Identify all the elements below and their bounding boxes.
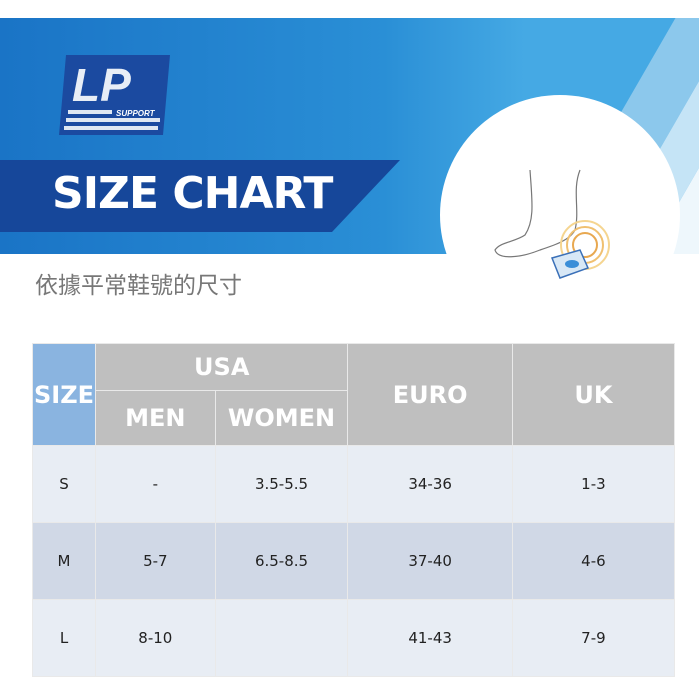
cell-uk: 4-6 (511, 522, 676, 600)
header-euro: EURO (347, 343, 513, 446)
cell-size: S (31, 445, 97, 523)
svg-text:SUPPORT: SUPPORT (116, 109, 156, 118)
cell-men: 8-10 (95, 599, 216, 677)
cell-size: M (31, 522, 97, 600)
cell-women: 3.5-5.5 (214, 445, 349, 523)
table-row: S - 3.5-5.5 34-36 1-3 (31, 445, 676, 523)
table-row: L 8-10 41-43 7-9 (31, 599, 676, 677)
lp-support-logo: LP SUPPORT (59, 55, 170, 135)
cell-men: - (95, 445, 216, 523)
header-uk: UK (511, 343, 676, 446)
table-row: M 5-7 6.5-8.5 37-40 4-6 (31, 522, 676, 600)
title-band (0, 160, 400, 232)
page-title: SIZE CHART (52, 168, 333, 219)
cell-uk: 7-9 (511, 599, 676, 677)
header-men: MEN (95, 390, 216, 446)
cell-euro: 37-40 (347, 522, 513, 600)
svg-text:LP: LP (72, 59, 131, 111)
header-usa: USA (95, 343, 349, 391)
foot-heel-pad-illustration (494, 169, 610, 279)
header-women: WOMEN (214, 390, 349, 446)
cell-size: L (31, 599, 97, 677)
size-table: SIZE USA EURO UK MEN WOMEN S - 3.5-5.5 3… (31, 343, 676, 677)
cell-men: 5-7 (95, 522, 216, 600)
subtitle: 依據平常鞋號的尺寸 (35, 273, 242, 299)
cell-euro: 34-36 (347, 445, 513, 523)
cell-women (214, 599, 349, 677)
cell-euro: 41-43 (347, 599, 513, 677)
illustration-circle (440, 95, 680, 335)
header-size: SIZE (31, 343, 97, 446)
cell-uk: 1-3 (511, 445, 676, 523)
cell-women: 6.5-8.5 (214, 522, 349, 600)
